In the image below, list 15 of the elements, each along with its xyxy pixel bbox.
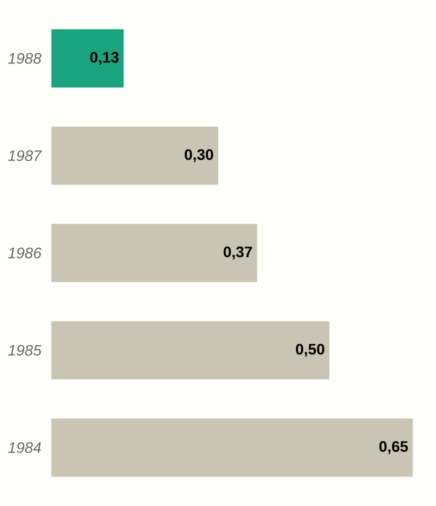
bar: [51, 418, 413, 477]
data-label: 0,37: [224, 246, 252, 260]
bar: [51, 126, 218, 185]
bar: [51, 29, 124, 88]
data-label: 0,30: [184, 149, 213, 162]
bar: [51, 224, 257, 282]
y-tick-label: 1984: [8, 442, 41, 453]
y-tick-label: 1986: [8, 248, 42, 258]
y-tick-label: 1987: [8, 150, 42, 162]
data-label: 0,13: [90, 52, 119, 65]
bar: [51, 321, 330, 380]
y-tick-label: 1988: [8, 53, 42, 64]
y-tick-label: 1985: [8, 344, 42, 356]
data-label: 0,65: [379, 441, 408, 454]
data-label: 0,50: [296, 344, 324, 357]
